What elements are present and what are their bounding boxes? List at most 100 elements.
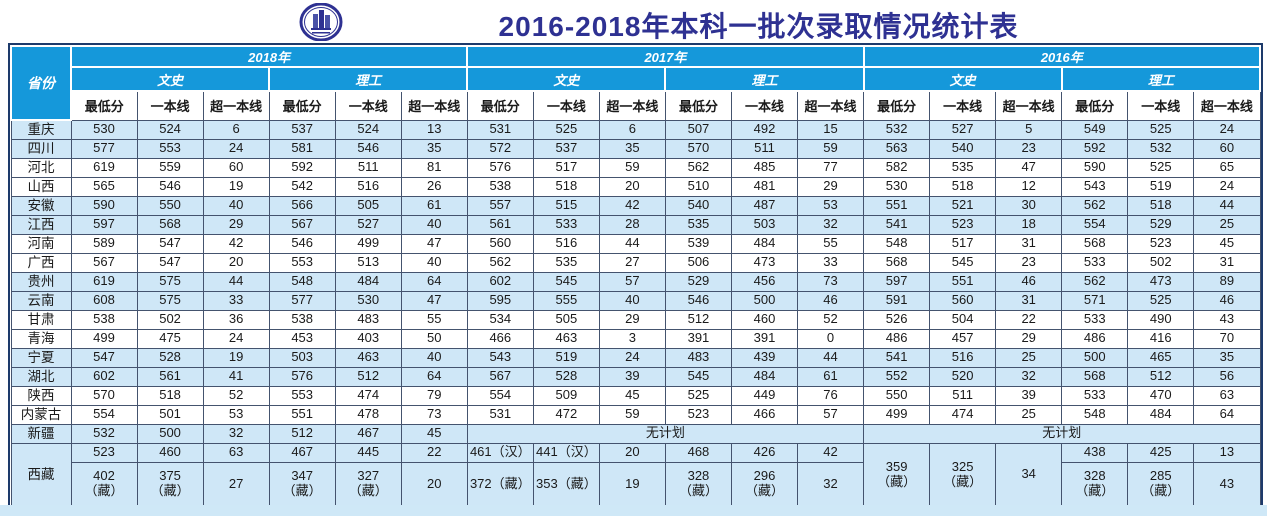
score-cell: 550	[136, 195, 204, 216]
score-cell: 549	[1061, 119, 1129, 140]
table-row: 湖北 602 561 41 576 512 64 567 528 39 545 484 61 552 520…	[10, 366, 1261, 387]
score-cell: 29	[598, 309, 666, 330]
score-cell: 527	[334, 214, 402, 235]
score-cell: 25	[995, 347, 1063, 368]
score-cell: 591	[863, 290, 931, 311]
score-cell: 562	[664, 157, 732, 178]
score-cell: 490	[1127, 309, 1195, 330]
table-row: 402 （藏） 375 （藏） 27 347 （藏） 327 （藏） 20 372（藏） 35…	[11, 461, 1261, 507]
score-cell: 34	[995, 442, 1063, 507]
score-cell: 63	[1193, 385, 1261, 406]
score-cell: 79	[400, 385, 468, 406]
score-cell: 470	[1127, 385, 1195, 406]
score-cell: 50	[400, 328, 468, 349]
score-cell: 500	[730, 290, 799, 311]
score-cell: 57	[598, 271, 666, 292]
table-row: 青海 499 475 24 453 403 50 466 463 3 391 391 0 486 457 29…	[10, 328, 1261, 349]
score-cell: 73	[400, 404, 468, 425]
score-cell: 46	[1193, 290, 1261, 311]
score-cell: 53	[797, 195, 865, 216]
score-cell: 42	[202, 233, 270, 254]
score-cell: 402 （藏）	[70, 461, 138, 507]
province-cell: 甘肃	[10, 309, 72, 330]
score-cell: 64	[400, 366, 468, 387]
score-cell: 504	[929, 309, 997, 330]
table-row: 宁夏 547 528 19 503 463 40 543 519 24 483 439 44 541 516…	[10, 347, 1261, 368]
score-cell: 64	[400, 271, 468, 292]
score-cell: 487	[730, 195, 799, 216]
stream-header: 文史	[466, 66, 667, 92]
score-cell: 533	[1061, 252, 1129, 273]
score-cell: 347 （藏）	[268, 461, 336, 507]
score-cell: 22	[400, 442, 468, 463]
score-cell: 511	[730, 138, 799, 159]
score-cell: 61	[797, 366, 865, 387]
score-cell: 28	[598, 214, 666, 235]
score-cell: 503	[730, 214, 799, 235]
score-cell: 467	[268, 442, 336, 463]
score-cell: 520	[929, 366, 997, 387]
score-cell: 533	[1061, 309, 1129, 330]
score-cell: 565	[70, 176, 138, 197]
score-cell: 45	[1193, 233, 1261, 254]
score-cell: 60	[1193, 138, 1261, 159]
score-cell: 463	[334, 347, 402, 368]
score-cell: 597	[863, 271, 931, 292]
score-cell: 523	[929, 214, 997, 235]
score-cell: 6	[598, 119, 666, 140]
score-cell: 512	[268, 423, 336, 444]
score-cell: 27	[202, 461, 270, 507]
score-cell: 29	[202, 214, 270, 235]
score-cell: 32	[202, 423, 270, 444]
score-cell: 325 （藏）	[929, 442, 997, 507]
score-cell: 26	[400, 176, 468, 197]
score-cell: 516	[532, 233, 600, 254]
score-cell: 539	[664, 233, 732, 254]
metric-header: 超一本线	[797, 90, 865, 121]
score-cell: 12	[995, 176, 1063, 197]
score-cell: 533	[532, 214, 600, 235]
score-cell: 530	[863, 176, 931, 197]
score-cell: 525	[532, 119, 600, 140]
score-cell: 561	[466, 214, 534, 235]
score-cell: 456	[730, 271, 799, 292]
province-cell: 内蒙古	[10, 404, 72, 425]
score-cell: 15	[797, 119, 865, 140]
score-cell: 550	[863, 385, 931, 406]
score-cell: 32	[797, 214, 865, 235]
score-cell: 535	[532, 252, 600, 273]
province-cell: 西藏	[10, 442, 72, 507]
score-cell: 510	[664, 176, 732, 197]
score-cell: 554	[1061, 214, 1129, 235]
score-cell: 40	[400, 347, 468, 368]
score-cell: 24	[1193, 176, 1261, 197]
score-cell: 372（藏）	[466, 461, 534, 507]
score-cell: 551	[863, 195, 931, 216]
year-header: 2017年	[466, 45, 865, 68]
score-cell: 499	[863, 404, 931, 425]
score-cell: 602	[70, 366, 138, 387]
province-cell: 四川	[10, 138, 72, 159]
province-cell: 河北	[10, 157, 72, 178]
province-cell: 新疆	[10, 423, 72, 444]
score-cell: 533	[1061, 385, 1129, 406]
metric-header: 最低分	[466, 90, 534, 121]
score-cell: 538	[70, 309, 138, 330]
score-cell: 545	[532, 271, 600, 292]
score-cell: 327 （藏）	[334, 461, 402, 507]
score-cell: 531	[466, 404, 534, 425]
score-cell: 500	[136, 423, 204, 444]
table-head: 省份 2018年 2017年 2016年 文史 理工 文史 理工 文史 理工 最低分 一本线 超一本线最…	[10, 45, 1262, 121]
score-cell: 463	[532, 328, 600, 349]
table-row: 重庆 530 524 6 537 524 13 531 525 6 507 492 15 532 527 5 5…	[10, 119, 1261, 140]
metric-header: 一本线	[136, 90, 204, 121]
score-cell: 46	[995, 271, 1063, 292]
score-cell: 502	[136, 309, 204, 330]
year-header: 2018年	[69, 45, 469, 68]
table-row: 内蒙古 554 501 53 551 478 73 531 472 59 523 466 57 499 47…	[10, 404, 1261, 425]
score-cell: 513	[334, 252, 402, 273]
score-cell: 511	[929, 385, 997, 406]
score-cell: 535	[929, 157, 997, 178]
score-cell: 23	[995, 138, 1063, 159]
score-cell: 35	[598, 138, 666, 159]
